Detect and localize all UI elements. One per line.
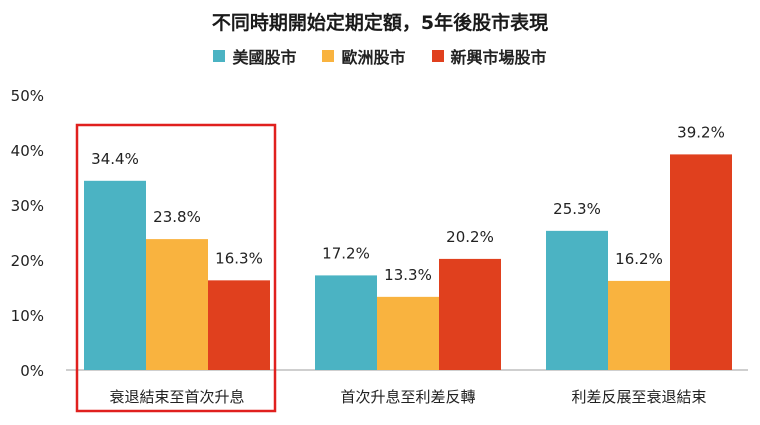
y-tick-label: 20%	[11, 252, 44, 270]
x-category-label: 衰退結束至首次升息	[109, 388, 244, 406]
legend: 美國股市 歐洲股市 新興市場股市	[0, 44, 760, 68]
bar	[608, 280, 670, 370]
y-tick-label: 0%	[20, 362, 44, 380]
data-label: 23.8%	[153, 208, 201, 226]
legend-swatch-us	[213, 50, 226, 62]
highlight-box	[75, 123, 277, 413]
bar	[670, 154, 732, 370]
data-label: 25.3%	[553, 200, 601, 218]
legend-label-us: 美國股市	[232, 48, 297, 67]
y-tick-label: 40%	[11, 142, 44, 160]
y-tick-label: 50%	[11, 87, 44, 105]
legend-swatch-emerging	[431, 50, 444, 62]
data-label: 20.2%	[446, 228, 494, 246]
bar	[315, 275, 377, 370]
x-category-label: 利差反展至衰退結束	[571, 388, 706, 406]
data-label: 13.3%	[384, 266, 432, 284]
bar	[439, 258, 501, 370]
bar	[208, 280, 270, 370]
y-tick-label: 30%	[11, 197, 44, 215]
data-label: 16.2%	[615, 250, 663, 268]
bar	[84, 180, 146, 370]
bar	[377, 296, 439, 370]
bar	[146, 239, 208, 370]
data-label: 39.2%	[677, 123, 725, 141]
data-label: 34.4%	[91, 150, 139, 168]
chart-title: 不同時期開始定期定額，5年後股市表現	[211, 12, 549, 34]
legend-swatch-europe	[322, 50, 335, 62]
y-tick-label: 10%	[11, 307, 44, 325]
data-label: 17.2%	[322, 244, 370, 262]
legend-item-emerging: 新興市場股市	[431, 44, 547, 68]
legend-item-europe: 歐洲股市	[322, 44, 406, 68]
data-label: 16.3%	[215, 249, 263, 267]
legend-label-emerging: 新興市場股市	[450, 48, 547, 67]
x-category-label: 首次升息至利差反轉	[340, 388, 475, 406]
legend-label-europe: 歐洲股市	[341, 48, 406, 67]
bar	[546, 230, 608, 370]
legend-item-us: 美國股市	[213, 44, 296, 68]
